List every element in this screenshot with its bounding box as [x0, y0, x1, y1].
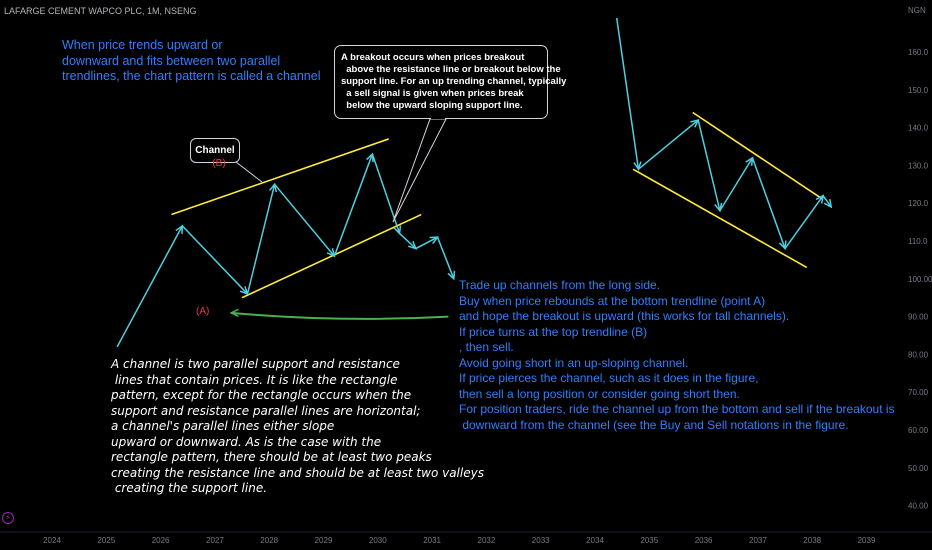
definition-line: upward or downward. As is the case with … — [111, 434, 382, 449]
x-tick-label: 2030 — [369, 536, 387, 545]
channel-line — [632, 168, 808, 269]
y-tick-label: 90.00 — [908, 313, 929, 322]
definition-line: creating the resistance line and should … — [111, 465, 484, 480]
y-tick-label: 140.0 — [908, 124, 929, 133]
green-arrow — [229, 308, 449, 320]
y-tick-label: 110.0 — [908, 237, 928, 246]
x-tick-label: 2032 — [478, 536, 496, 545]
definition-line: pattern, except for the rectangle occurs… — [111, 388, 412, 402]
intro-line: trendlines, the chart pattern is called … — [62, 69, 321, 83]
price-segment — [615, 17, 640, 170]
y-tick-label: 150.0 — [908, 86, 929, 95]
definition-annotation: A channel is two parallel support and re… — [111, 357, 484, 497]
trading-line: If price turns at the top trendline (B) — [459, 324, 648, 339]
y-tick-label: 100.00 — [908, 275, 932, 284]
point-tag: (B) — [212, 158, 226, 170]
x-tick-label: 2035 — [640, 536, 658, 545]
x-tick-label: 2036 — [695, 536, 713, 545]
x-tick-label: 2024 — [43, 536, 61, 545]
green-arrow-shaft — [231, 311, 449, 320]
price-segment — [822, 195, 832, 208]
price-segment — [719, 157, 754, 212]
price-segment — [181, 225, 249, 295]
segment-arrowhead — [447, 270, 456, 281]
trading-line: Trade up channels from the long side. — [459, 278, 661, 292]
y-tick-label: 40.00 — [908, 502, 929, 511]
trading-line: and hope the breakout is upward (this wo… — [459, 309, 790, 323]
price-segment — [116, 225, 183, 348]
segment-arrowhead — [326, 248, 336, 258]
definition-line: A channel is two parallel support and re… — [111, 357, 400, 371]
breakout-line: a sell signal is given when prices break — [341, 88, 524, 99]
price-segment — [784, 195, 824, 249]
channel-label: Channel — [190, 138, 240, 163]
price-segment — [333, 153, 374, 257]
channel-line — [692, 111, 824, 201]
x-tick-label: 2026 — [152, 536, 170, 545]
intro-line: downward and fits between two parallel — [62, 53, 281, 68]
x-tick-label: 2039 — [858, 536, 876, 545]
breakout-callout: A breakout occurs when prices breakout a… — [334, 45, 566, 119]
price-segment — [371, 153, 401, 234]
x-tick-label: 2027 — [206, 536, 224, 545]
price-series — [116, 17, 833, 348]
segment-arrowhead — [823, 198, 833, 209]
trading-line: If price pierces the channel, such as it… — [459, 371, 759, 385]
x-tick-label: 2028 — [260, 536, 278, 545]
trading-line: downward from the channel (see the Buy a… — [459, 417, 849, 432]
definition-line: support and resistance parallel lines ar… — [111, 403, 421, 418]
definition-line: a channel's parallel lines either slope — [111, 419, 335, 433]
x-tick-label: 2033 — [532, 536, 550, 545]
trading-line: then sell a long position or consider go… — [459, 386, 740, 401]
price-segment — [436, 236, 455, 280]
x-tick-label: 2034 — [586, 536, 604, 545]
price-segment — [246, 184, 276, 295]
trading-annotation: Trade up channels from the long side. Buy… — [459, 278, 895, 433]
y-tick-label: 80.00 — [908, 350, 929, 359]
trading-line: , then sell. — [459, 340, 514, 354]
definition-line: rectangle pattern, there should be at le… — [111, 450, 432, 464]
y-tick-label: 70.00 — [908, 388, 929, 397]
x-tick-label: 2025 — [97, 536, 115, 545]
definition-line: creating the support line. — [111, 481, 268, 495]
channel-lines — [171, 111, 824, 299]
x-tick-label: 2037 — [749, 536, 767, 545]
x-tick-label: 2038 — [803, 536, 821, 545]
definition-line: lines that contain prices. It is like th… — [111, 372, 398, 387]
breakout-line: A breakout occurs when prices breakout — [341, 52, 525, 63]
intro-line: When price trends upward or — [62, 38, 223, 52]
green-arrowhead — [229, 308, 239, 317]
symbol-title: LAFARGE CEMENT WAPCO PLC, 1M, NSENG — [4, 6, 197, 16]
breakout-line: below the upward sloping support line. — [341, 100, 523, 111]
point-tag: (A) — [196, 305, 210, 317]
trading-line: Buy when price rebounds at the bottom tr… — [459, 293, 766, 308]
price-segment — [697, 119, 721, 211]
intro-annotation: When price trends upward or downward and … — [62, 38, 321, 85]
currency-label: NGN — [908, 6, 926, 15]
price-segment — [751, 157, 786, 249]
y-tick-label: 130.0 — [908, 161, 929, 170]
y-tick-label: 50.00 — [908, 464, 929, 473]
y-tick-label: 160.0 — [908, 48, 929, 57]
price-segment — [637, 119, 699, 170]
y-axis: 160.0 150.0 140.0 130.0 120.0 110.0 100.00 90.0… — [0, 48, 932, 533]
channel-line — [241, 213, 422, 299]
price-segment — [415, 236, 438, 250]
x-tick-label: 2031 — [423, 536, 441, 545]
price-segment — [399, 232, 417, 250]
y-tick-label: 120.0 — [908, 199, 929, 208]
x-axis: 2024 2025 2026 2027 2028 2029 2030 2031 2032 2033… — [43, 536, 876, 545]
trading-line: For position traders, ride the channel u… — [459, 402, 895, 416]
lightning-logo-icon: ⚡ — [2, 512, 14, 524]
trading-line: Avoid going short in an up-sloping chann… — [459, 355, 689, 370]
y-tick-label: 60.00 — [908, 426, 929, 435]
price-segment — [274, 183, 335, 257]
channel-line — [171, 138, 389, 216]
x-tick-label: 2029 — [315, 536, 333, 545]
